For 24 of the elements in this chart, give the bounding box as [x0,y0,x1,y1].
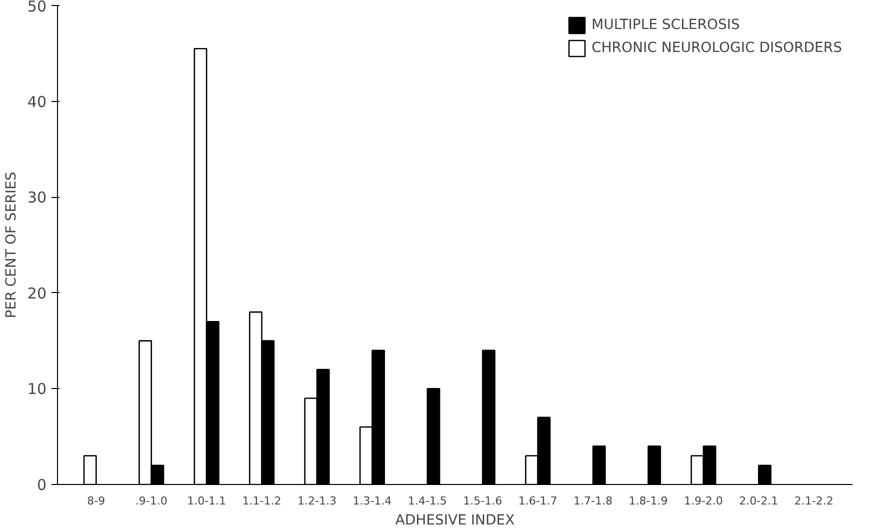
x-tick-label: 1.0-1.1 [187,494,226,508]
x-tick-label: 1.2-1.3 [298,494,336,508]
y-tick-label: 10 [27,380,47,398]
x-tick-label: 1.7-1.8 [574,494,613,508]
x-tick-label: 1.4-1.5 [408,494,447,508]
x-tick-label: 1.8-1.9 [628,494,668,508]
x-tick-label: 1.6-1.7 [518,494,558,508]
y-tick-label: 40 [27,92,47,111]
x-tick-label: 2.0-2.1 [739,494,778,508]
y-axis-title: PER CENT OF SERIES [3,172,20,318]
x-tick-label: 1.1-1.2 [242,494,282,508]
y-tick-label: 30 [27,188,47,207]
x-tick-label: 1.5-1.6 [463,494,502,508]
y-tick-label: 50 [27,0,47,16]
legend-label: CHRONIC NEUROLOGIC DISORDERS [592,40,842,56]
x-tick-label: 1.3-1.4 [352,494,392,508]
legend-label: MULTIPLE SCLEROSIS [592,17,740,33]
y-tick-label: 0 [36,476,47,494]
y-tick-label: 20 [27,284,47,302]
x-tick-label: 1.9-2.0 [684,494,723,508]
x-tick-label: .9-1.0 [135,494,168,508]
x-tick-label: 8-9 [87,494,106,508]
x-axis-title: ADHESIVE INDEX [395,512,516,528]
x-tick-label: 2.1-2.2 [794,494,834,508]
